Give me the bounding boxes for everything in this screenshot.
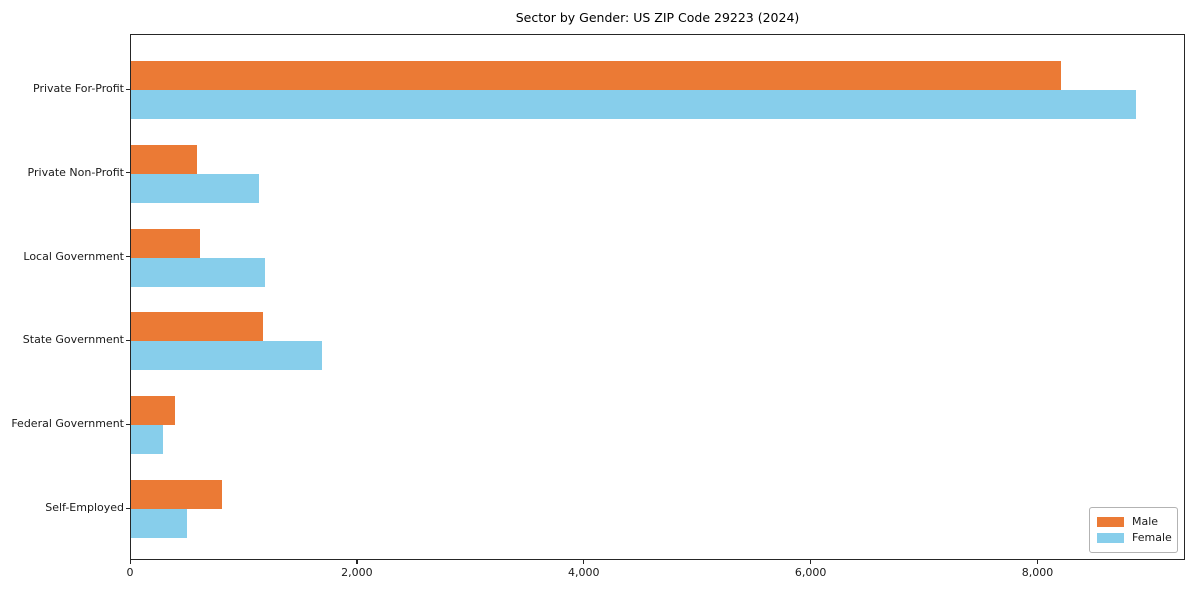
- x-tick-label: 0: [126, 566, 134, 579]
- x-axis-tick: [583, 560, 585, 564]
- bar-female-4: [131, 425, 163, 455]
- bar-male-0: [131, 61, 1062, 90]
- x-tick-label: 8,000: [1021, 566, 1054, 579]
- y-tick-label: Local Government: [23, 249, 124, 263]
- legend-row: Female: [1090, 532, 1177, 544]
- bar-male-4: [131, 396, 176, 426]
- legend-label: Male: [1132, 515, 1159, 528]
- y-tick-label: Private Non-Profit: [27, 165, 124, 179]
- bar-female-3: [131, 341, 322, 371]
- y-tick-label: Federal Government: [11, 417, 124, 431]
- bar-female-2: [131, 257, 265, 287]
- chart-title: Sector by Gender: US ZIP Code 29223 (202…: [515, 10, 800, 25]
- bar-female-5: [131, 509, 187, 538]
- y-axis-tick: [126, 256, 130, 258]
- y-axis-tick: [126, 507, 130, 509]
- x-axis-tick: [129, 560, 131, 564]
- x-axis-tick: [1037, 560, 1039, 564]
- bar-male-5: [131, 480, 222, 509]
- legend-swatch-female: [1097, 533, 1124, 543]
- x-axis-tick: [356, 560, 358, 564]
- x-tick-label: 4,000: [568, 566, 600, 579]
- y-tick-label: Private For-Profit: [33, 82, 124, 95]
- legend-swatch-male: [1097, 517, 1124, 527]
- bar-female-0: [131, 90, 1137, 119]
- y-tick-label: State Government: [22, 333, 124, 347]
- y-axis-tick: [126, 423, 130, 425]
- x-tick-label: 6,000: [794, 566, 827, 579]
- legend-row: Male: [1090, 516, 1177, 528]
- bar-male-2: [131, 228, 201, 258]
- bar-female-1: [131, 173, 260, 203]
- x-axis-tick: [810, 560, 812, 564]
- plot-area: [130, 34, 1185, 560]
- y-axis-tick: [126, 88, 130, 90]
- legend-label: Female: [1132, 531, 1172, 544]
- y-axis-tick: [126, 339, 130, 342]
- bar-male-1: [131, 144, 197, 174]
- y-axis-tick: [126, 172, 130, 174]
- x-tick-label: 2,000: [341, 566, 373, 579]
- y-tick-label: Self-Employed: [45, 501, 124, 514]
- bar-male-3: [131, 312, 263, 342]
- legend: Male Female: [1089, 507, 1178, 553]
